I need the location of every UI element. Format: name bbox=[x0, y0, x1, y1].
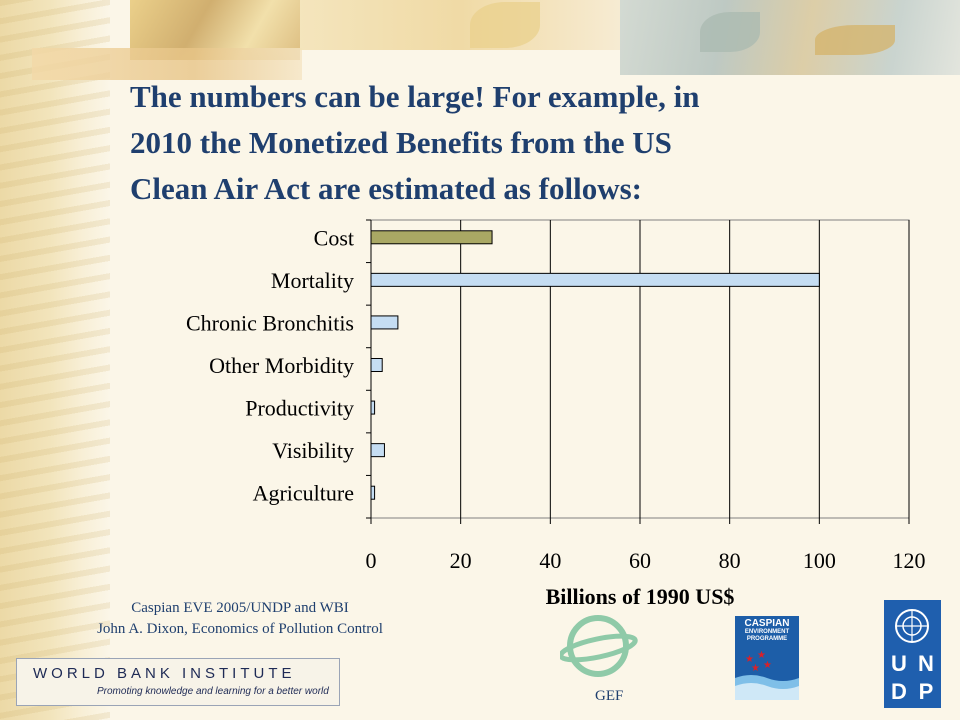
svg-text:★: ★ bbox=[763, 660, 772, 671]
parchment-edge bbox=[0, 0, 110, 720]
svg-text:★: ★ bbox=[757, 650, 766, 661]
svg-text:★: ★ bbox=[751, 663, 760, 674]
bar-cost bbox=[370, 230, 493, 245]
undp-letter: N bbox=[918, 651, 934, 676]
bar-productivity bbox=[370, 400, 376, 415]
bar-chronic-bronchitis bbox=[370, 315, 399, 330]
title-line: The numbers can be large! For example, i… bbox=[130, 79, 700, 114]
svg-text:★: ★ bbox=[745, 654, 754, 665]
category-label: Cost bbox=[314, 225, 354, 250]
gef-globe-icon bbox=[560, 615, 638, 677]
title-line: Clean Air Act are estimated as follows: bbox=[130, 171, 642, 206]
header-banner-leaves bbox=[620, 0, 960, 75]
caspian-title: CASPIAN bbox=[744, 618, 790, 629]
undp-logo: U N D P bbox=[884, 600, 941, 708]
star-icon: ★ ★ ★ ★ bbox=[735, 650, 799, 700]
x-tick-label: 20 bbox=[450, 548, 472, 573]
x-tick-label: 60 bbox=[629, 548, 651, 573]
bar-other-morbidity bbox=[370, 358, 383, 372]
undp-letter: D bbox=[891, 679, 907, 704]
citation: Caspian EVE 2005/UNDP and WBI John A. Di… bbox=[30, 598, 450, 640]
undp-letter: P bbox=[918, 679, 934, 704]
category-label: Chronic Bronchitis bbox=[186, 310, 354, 335]
header-banner-strip bbox=[32, 48, 302, 80]
caspian-text: CASPIAN ENVIRONMENT PROGRAMME bbox=[737, 619, 797, 643]
bar-agriculture bbox=[370, 485, 376, 500]
x-axis-label: Billions of 1990 US$ bbox=[546, 584, 735, 609]
bar-mortality bbox=[370, 272, 820, 287]
category-label: Agriculture bbox=[253, 481, 354, 506]
leaf-decoration bbox=[470, 2, 540, 48]
x-tick-label: 80 bbox=[719, 548, 741, 573]
wbi-name: WORLD BANK INSTITUTE bbox=[33, 665, 296, 682]
category-label: Other Morbidity bbox=[209, 353, 354, 378]
caspian-subtitle: ENVIRONMENT PROGRAMME bbox=[744, 629, 790, 642]
gef-label: GEF bbox=[595, 688, 624, 704]
slide-title: The numbers can be large! For example, i… bbox=[130, 74, 850, 212]
x-tick-label: 40 bbox=[539, 548, 561, 573]
category-label: Visibility bbox=[272, 438, 354, 463]
un-emblem-icon bbox=[895, 609, 929, 643]
x-tick-label: 100 bbox=[803, 548, 836, 573]
citation-line: John A. Dixon, Economics of Pollution Co… bbox=[97, 621, 383, 637]
leaf-decoration bbox=[700, 12, 760, 52]
category-label: Mortality bbox=[271, 268, 354, 293]
title-line: 2010 the Monetized Benefits from the US bbox=[130, 125, 672, 160]
undp-letter: U bbox=[891, 651, 907, 676]
x-tick-label: 120 bbox=[893, 548, 926, 573]
caspian-programme-logo: CASPIAN ENVIRONMENT PROGRAMME ★ ★ ★ ★ bbox=[735, 616, 799, 700]
header-banner-middle bbox=[300, 0, 620, 50]
world-bank-institute-logo: WORLD BANK INSTITUTE Promoting knowledge… bbox=[16, 658, 340, 706]
citation-line: Caspian EVE 2005/UNDP and WBI bbox=[131, 600, 349, 616]
x-tick-label: 0 bbox=[366, 548, 377, 573]
bar-visibility bbox=[370, 443, 385, 458]
wbi-tagline: Promoting knowledge and learning for a b… bbox=[97, 686, 329, 697]
leaf-decoration bbox=[815, 25, 895, 55]
category-label: Productivity bbox=[245, 396, 354, 421]
